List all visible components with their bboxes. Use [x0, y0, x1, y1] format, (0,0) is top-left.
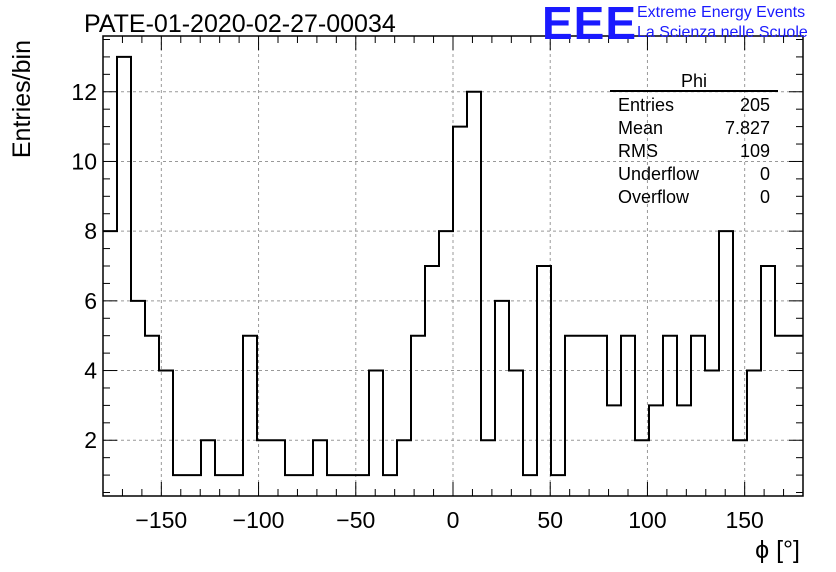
- x-tick-label: 0: [447, 507, 460, 533]
- histogram-bin: [117, 57, 131, 496]
- histogram-bin: [425, 266, 439, 496]
- histogram-bin: [145, 336, 159, 496]
- histogram-bin: [649, 405, 663, 496]
- brand-line-2: La Scienza nelle Scuole: [637, 24, 808, 41]
- y-tick-label: 12: [71, 79, 97, 105]
- stats-row-entries: Entries 205: [610, 94, 778, 117]
- histogram-bin: [593, 336, 607, 496]
- stats-value: 0: [759, 187, 770, 207]
- y-tick-label: 8: [84, 218, 97, 244]
- histogram-bin: [691, 336, 705, 496]
- x-axis-label: ϕ [°]: [755, 536, 800, 564]
- histogram-bin: [719, 231, 733, 496]
- histogram-bin: [341, 475, 355, 496]
- histogram-bin: [355, 475, 369, 496]
- histogram-bin: [621, 336, 635, 496]
- x-tick-label: −50: [336, 507, 375, 533]
- stats-label: Overflow: [618, 187, 690, 207]
- stats-title: Phi: [610, 72, 778, 92]
- histogram-bin: [537, 266, 551, 496]
- histogram-bin: [299, 475, 313, 496]
- histogram-bin: [257, 440, 271, 496]
- histogram-bin: [243, 336, 257, 496]
- histogram-bin: [369, 371, 383, 496]
- stats-box: Phi Entries 205 Mean 7.827 RMS 109 Under…: [610, 72, 778, 209]
- y-axis-label: Entries/bin: [8, 40, 36, 158]
- histogram-bin: [551, 475, 565, 496]
- histogram-bin: [747, 371, 761, 496]
- stats-row-overflow: Overflow 0: [610, 186, 778, 209]
- histogram-bin: [187, 475, 201, 496]
- stats-value: 205: [739, 95, 770, 115]
- histogram-outline: [103, 55, 803, 477]
- histogram-bin: [453, 127, 467, 496]
- histogram-bin: [201, 440, 215, 496]
- histogram-bin: [565, 336, 579, 496]
- histogram-bin: [495, 301, 509, 496]
- y-tick-label: 10: [71, 148, 97, 174]
- histogram-bin: [761, 266, 775, 496]
- histogram-bin: [159, 371, 173, 496]
- stats-value: 0: [759, 164, 770, 184]
- histogram-bin: [663, 336, 677, 496]
- histogram-bin: [509, 371, 523, 496]
- x-tick-label: −150: [135, 507, 187, 533]
- stats-label: Mean: [618, 118, 664, 138]
- histogram-bin: [103, 231, 117, 496]
- histogram-bin: [285, 475, 299, 496]
- x-tick-label: 50: [537, 507, 563, 533]
- histogram-bin: [411, 336, 425, 496]
- y-tick-label: 4: [84, 358, 97, 384]
- histogram-bin: [439, 231, 453, 496]
- histogram-bin: [131, 301, 145, 496]
- y-tick-label: 6: [84, 288, 97, 314]
- histogram-bin: [607, 405, 621, 496]
- x-tick-label: 100: [628, 507, 666, 533]
- histogram-bin: [523, 475, 537, 496]
- histogram-bin: [467, 92, 481, 496]
- histogram-bin: [215, 475, 229, 496]
- histogram-bin: [229, 475, 243, 496]
- stats-label: RMS: [618, 141, 658, 161]
- histogram-bin: [789, 336, 803, 496]
- x-tick-label: −100: [233, 507, 285, 533]
- stats-row-mean: Mean 7.827: [610, 117, 778, 140]
- histogram-bin: [397, 440, 411, 496]
- histogram-bin: [481, 440, 495, 496]
- histogram-bin: [327, 475, 341, 496]
- chart-title: PATE-01-2020-02-27-00034: [84, 10, 396, 38]
- stats-value: 109: [739, 141, 770, 161]
- stats-label: Underflow: [618, 164, 700, 184]
- histogram-bin: [173, 475, 187, 496]
- eee-logo: EEE: [542, 0, 638, 49]
- stats-row-rms: RMS 109: [610, 140, 778, 163]
- y-tick-label: 2: [84, 427, 97, 453]
- histogram-bin: [271, 440, 285, 496]
- stats-value: 7.827: [724, 118, 770, 138]
- stats-row-underflow: Underflow 0: [610, 163, 778, 186]
- brand-line-1: Extreme Energy Events: [637, 4, 806, 21]
- x-tick-label: 150: [725, 507, 763, 533]
- histogram-bin: [775, 336, 789, 496]
- histogram-bin: [705, 371, 719, 496]
- histogram-bin: [579, 336, 593, 496]
- histogram-bin: [635, 440, 649, 496]
- stats-label: Entries: [618, 95, 675, 115]
- histogram-bin: [313, 440, 327, 496]
- histogram-bin: [677, 405, 691, 496]
